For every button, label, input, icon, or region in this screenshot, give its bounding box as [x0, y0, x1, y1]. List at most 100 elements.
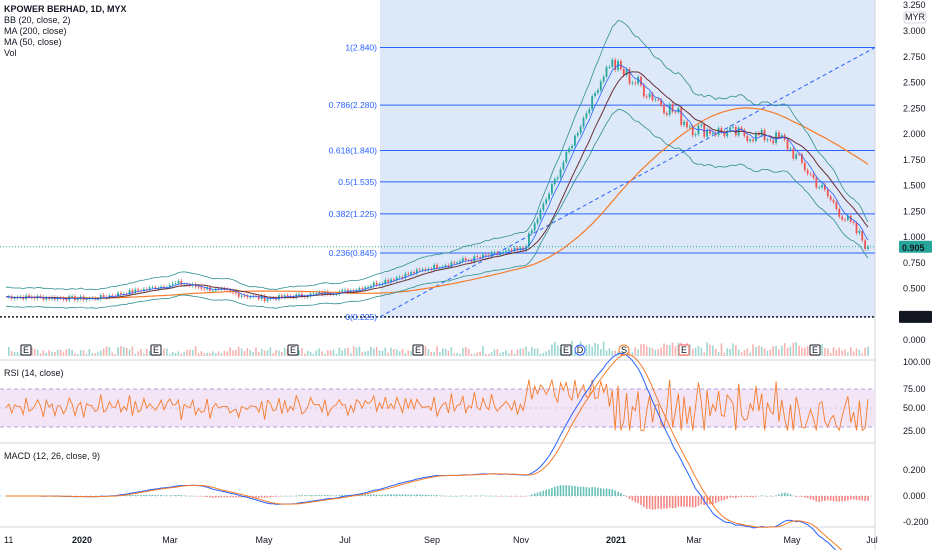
macd-histogram-bar — [186, 495, 188, 497]
candle-body — [33, 297, 36, 299]
macd-histogram-bar — [858, 496, 861, 501]
candle-body — [450, 262, 453, 267]
candle-body — [453, 262, 456, 264]
macd-histogram-bar — [579, 486, 582, 496]
candle-body — [723, 132, 726, 137]
macd-histogram-bar — [674, 496, 677, 509]
macd-histogram-bar — [668, 496, 671, 508]
macd-histogram-bar — [131, 494, 134, 496]
candle-body — [312, 293, 315, 295]
candle-body — [780, 135, 783, 138]
macd-histogram-bar — [309, 495, 312, 496]
macd-histogram-bar — [145, 495, 148, 496]
macd-histogram-bar — [660, 496, 662, 510]
volume-bar — [732, 343, 734, 356]
macd-histogram-bar — [571, 485, 573, 496]
candle-body — [645, 96, 648, 98]
volume-bar — [206, 352, 208, 356]
volume-bar — [760, 346, 763, 356]
volume-bar — [117, 347, 119, 356]
volume-bar — [361, 352, 364, 356]
macd-histogram-bar — [792, 495, 795, 497]
volume-bar — [717, 351, 720, 356]
macd-histogram-bar — [387, 494, 389, 496]
volume-bar — [108, 347, 111, 356]
event-marker-badge — [287, 344, 299, 356]
volume-bar — [864, 347, 866, 356]
macd-histogram-bar — [341, 494, 343, 496]
candle-body — [809, 173, 812, 175]
volume-bar — [266, 350, 269, 356]
macd-histogram-bar — [177, 494, 180, 496]
volume-bar — [91, 353, 93, 356]
volume-bar — [821, 343, 823, 356]
macd-histogram-bar — [597, 487, 599, 496]
candle-body — [608, 66, 611, 68]
event-marker-symbol: S — [621, 345, 627, 355]
volume-bar — [194, 346, 197, 356]
macd-histogram-bar — [752, 496, 754, 498]
volume-bar — [772, 346, 774, 356]
macd-histogram-bar — [519, 496, 522, 497]
macd-histogram-bar — [335, 495, 338, 496]
volume-bar — [594, 342, 596, 356]
macd-histogram-bar — [278, 496, 280, 497]
event-marker-symbol: E — [681, 345, 687, 355]
candle-body — [507, 249, 510, 251]
volume-bar — [847, 352, 849, 356]
candle-body — [367, 286, 369, 288]
candle-body — [401, 276, 404, 279]
candle-body — [62, 298, 65, 300]
volume-bar — [691, 348, 694, 356]
macd-histogram-bar — [240, 496, 243, 498]
bb-lower-line — [5, 108, 869, 309]
candle-body — [97, 299, 99, 300]
candle-body — [490, 252, 493, 257]
volume-bar — [145, 348, 148, 356]
volume-bar — [410, 350, 412, 356]
macd-histogram-bar — [151, 494, 154, 496]
macd-histogram-bar — [398, 494, 401, 496]
volume-bar — [525, 346, 527, 356]
candle-body — [760, 129, 763, 136]
candle-body — [769, 139, 772, 141]
candle-body — [648, 93, 651, 98]
candle-body — [257, 296, 260, 299]
macd-histogram-bar — [760, 495, 763, 496]
candle-body — [530, 230, 533, 234]
candle-body — [65, 299, 68, 301]
macd-histogram-bar — [237, 496, 240, 498]
fib-level-label: 0.5(1.535) — [338, 177, 377, 187]
price-axis-tick: 1.250 — [903, 206, 926, 216]
volume-bar — [327, 350, 329, 356]
event-marker-badge — [809, 344, 821, 356]
volume-bar — [123, 347, 125, 356]
bb-upper-line — [5, 20, 869, 291]
candle-body — [720, 128, 723, 133]
macd-histogram-bar — [441, 495, 444, 497]
candle-body — [786, 139, 789, 150]
volume-bar — [42, 350, 45, 356]
volume-bar — [464, 347, 467, 356]
candle-body — [347, 289, 349, 293]
macd-histogram-bar — [148, 494, 151, 496]
volume-bar — [148, 351, 151, 356]
event-marker-badge — [20, 344, 32, 356]
volume-bar — [709, 344, 711, 356]
macd-histogram-bar — [778, 494, 780, 496]
volume-bar — [838, 347, 841, 356]
candle-body — [358, 288, 361, 290]
macd-histogram-bar — [485, 495, 487, 497]
candle-body — [117, 292, 119, 297]
volume-bar — [740, 352, 743, 356]
macd-histogram-bar — [645, 496, 648, 509]
macd-histogram-bar — [732, 496, 734, 498]
candle-body — [301, 293, 303, 297]
macd-histogram-bar — [401, 494, 404, 496]
macd-histogram-bar — [407, 494, 410, 496]
volume-bar — [166, 348, 168, 356]
volume-bar — [94, 353, 96, 356]
volume-bar — [74, 353, 76, 356]
volume-bar — [338, 347, 341, 356]
